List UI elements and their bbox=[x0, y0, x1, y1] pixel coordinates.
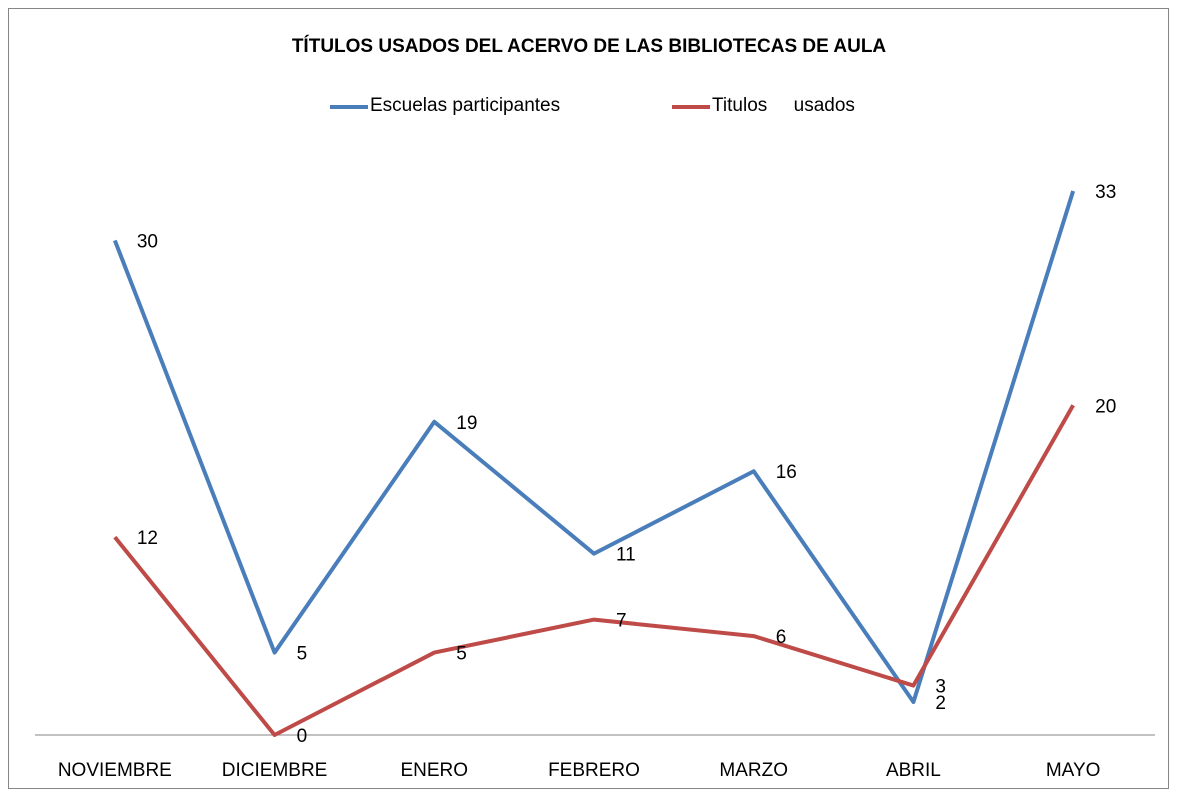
data-label: 2 bbox=[935, 693, 946, 714]
data-label: 30 bbox=[137, 231, 158, 252]
x-tick-label: NOVIEMBRE bbox=[58, 760, 172, 781]
data-label: 11 bbox=[616, 545, 636, 566]
x-tick-label: MAYO bbox=[1046, 760, 1101, 781]
x-tick-label: FEBRERO bbox=[548, 760, 640, 781]
x-tick-label: ENERO bbox=[400, 760, 468, 781]
data-label: 19 bbox=[456, 413, 477, 434]
data-label: 5 bbox=[456, 644, 467, 665]
x-tick-label: DICIEMBRE bbox=[222, 760, 328, 781]
data-label: 7 bbox=[616, 611, 627, 632]
series-line bbox=[113, 404, 1075, 737]
x-tick-label: ABRIL bbox=[886, 760, 941, 781]
legend-label: Titulos usados bbox=[712, 95, 855, 116]
data-label: 16 bbox=[776, 462, 797, 483]
data-label: 0 bbox=[297, 726, 308, 747]
chart-title: TÍTULOS USADOS DEL ACERVO DE LAS BIBLIOT… bbox=[292, 35, 887, 57]
legend-label: Escuelas participantes bbox=[370, 95, 560, 116]
data-label: 20 bbox=[1095, 396, 1116, 417]
x-tick-label: MARZO bbox=[719, 760, 788, 781]
data-label: 12 bbox=[137, 528, 158, 549]
series-line bbox=[112, 190, 1076, 705]
chart-border bbox=[8, 8, 1169, 789]
data-label: 6 bbox=[776, 627, 787, 648]
data-label: 3 bbox=[935, 677, 946, 698]
data-label: 33 bbox=[1095, 182, 1116, 203]
data-label: 5 bbox=[297, 644, 308, 665]
